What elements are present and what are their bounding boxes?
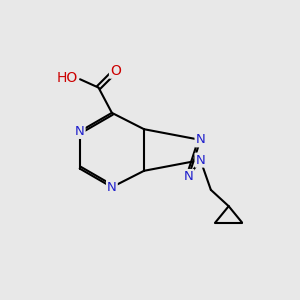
Text: N: N	[184, 170, 194, 183]
Text: N: N	[75, 125, 85, 138]
Text: HO: HO	[56, 71, 78, 85]
Text: N: N	[196, 134, 205, 146]
Text: N: N	[196, 154, 205, 166]
Text: N: N	[107, 181, 117, 194]
Text: O: O	[110, 64, 121, 78]
